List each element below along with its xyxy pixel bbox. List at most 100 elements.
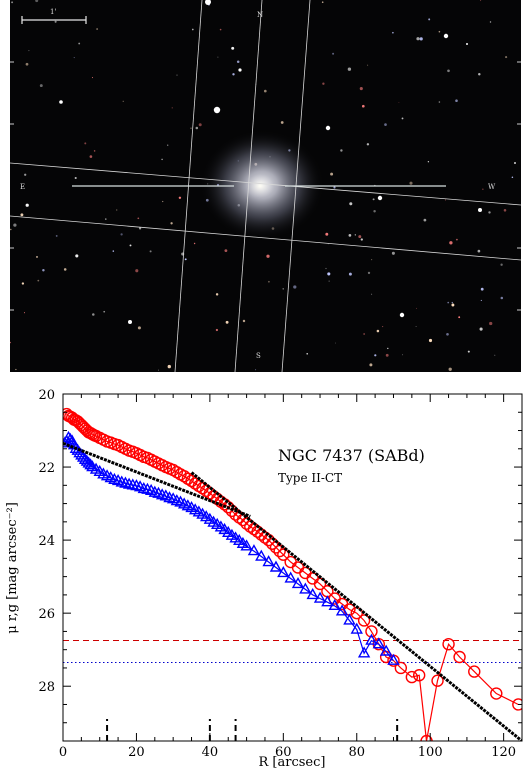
star bbox=[465, 42, 469, 46]
star bbox=[105, 218, 107, 220]
series-g-point bbox=[255, 549, 268, 561]
series-r-point bbox=[512, 698, 522, 711]
star bbox=[330, 172, 334, 176]
star bbox=[255, 369, 257, 371]
star bbox=[193, 242, 196, 245]
star bbox=[402, 354, 404, 356]
star bbox=[371, 259, 373, 261]
series-g-point bbox=[64, 432, 77, 444]
star bbox=[161, 158, 163, 161]
series-g-point bbox=[269, 560, 283, 572]
bright-star bbox=[213, 106, 221, 114]
star bbox=[184, 258, 187, 261]
series-g-point bbox=[350, 622, 363, 634]
star bbox=[306, 353, 309, 355]
star bbox=[54, 20, 57, 23]
series-g-point bbox=[299, 582, 312, 594]
series-g-point bbox=[84, 458, 97, 470]
series-r-point bbox=[357, 614, 371, 627]
series-g-point bbox=[122, 477, 136, 489]
series-r-point bbox=[277, 548, 290, 561]
y-tick-label: 28 bbox=[38, 680, 55, 695]
star bbox=[327, 272, 331, 276]
star bbox=[455, 99, 458, 102]
star bbox=[438, 101, 441, 103]
y-axis-label: μ r,g [mag arcsec⁻²] bbox=[5, 502, 20, 634]
star bbox=[73, 57, 75, 59]
series-r-point bbox=[453, 650, 466, 664]
star bbox=[385, 353, 389, 357]
star bbox=[360, 238, 363, 241]
series-r-point bbox=[412, 669, 426, 682]
star bbox=[63, 268, 67, 271]
star bbox=[35, 0, 39, 3]
star bbox=[96, 28, 98, 30]
star bbox=[332, 52, 335, 55]
star bbox=[359, 87, 363, 91]
star bbox=[500, 263, 503, 266]
star bbox=[24, 173, 27, 176]
star bbox=[384, 123, 387, 126]
star bbox=[477, 249, 481, 253]
series-r-point bbox=[442, 638, 455, 651]
series-g-point bbox=[387, 653, 400, 665]
series-g-line bbox=[64, 436, 394, 661]
star bbox=[321, 1, 324, 3]
star bbox=[416, 307, 418, 309]
star bbox=[190, 127, 192, 129]
star bbox=[25, 203, 29, 207]
series-g-point bbox=[137, 482, 150, 494]
star bbox=[427, 161, 430, 163]
star bbox=[25, 62, 29, 66]
x-tick-label: 0 bbox=[59, 745, 67, 760]
star bbox=[138, 227, 142, 230]
star bbox=[455, 238, 458, 241]
fit-line-2 bbox=[190, 471, 522, 741]
star bbox=[263, 89, 267, 93]
star bbox=[158, 369, 159, 371]
star bbox=[176, 74, 178, 76]
star bbox=[340, 149, 343, 152]
star bbox=[392, 31, 394, 34]
star bbox=[55, 234, 58, 237]
galaxy-core bbox=[246, 174, 274, 198]
star bbox=[489, 321, 493, 326]
star bbox=[448, 367, 452, 371]
star bbox=[74, 176, 77, 180]
series-r-point bbox=[490, 687, 503, 700]
star bbox=[75, 254, 79, 258]
star bbox=[149, 250, 152, 253]
bright-star bbox=[128, 320, 132, 324]
star bbox=[363, 333, 365, 335]
chart-title: NGC 7437 (SABd) bbox=[278, 446, 425, 465]
star bbox=[335, 342, 336, 344]
star bbox=[242, 319, 246, 323]
star bbox=[325, 267, 327, 270]
series-g-point bbox=[365, 633, 378, 645]
star bbox=[282, 288, 284, 290]
star bbox=[13, 223, 17, 227]
x-tick-label: 100 bbox=[418, 745, 443, 760]
star bbox=[347, 67, 352, 71]
star bbox=[369, 363, 373, 367]
star bbox=[428, 338, 433, 343]
star bbox=[21, 282, 25, 285]
bright-star bbox=[325, 125, 331, 131]
series-g-point bbox=[126, 478, 139, 490]
star bbox=[93, 150, 96, 152]
bright-star bbox=[399, 312, 405, 318]
compass-south: S bbox=[256, 352, 261, 360]
star bbox=[451, 303, 455, 307]
series-g-point bbox=[372, 637, 385, 649]
star bbox=[451, 301, 453, 304]
star bbox=[445, 199, 446, 201]
star bbox=[11, 1, 14, 4]
series-g-point bbox=[63, 436, 72, 448]
star bbox=[170, 222, 173, 225]
star bbox=[480, 299, 482, 301]
series-g-point bbox=[262, 555, 275, 567]
star bbox=[15, 368, 17, 371]
star bbox=[122, 100, 124, 102]
y-tick-label: 22 bbox=[38, 461, 55, 476]
series-r-point bbox=[468, 665, 481, 678]
